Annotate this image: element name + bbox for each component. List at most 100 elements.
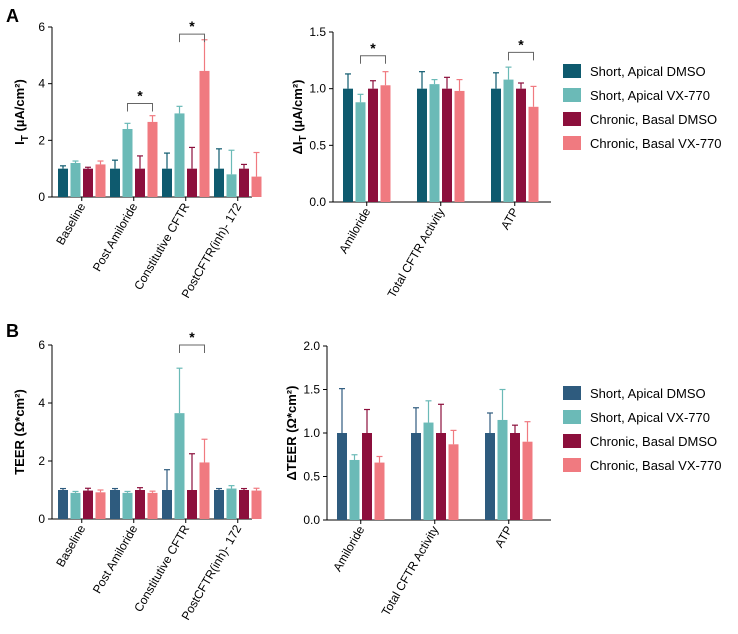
- y-tick-label: 6: [38, 20, 45, 34]
- bar: [70, 492, 81, 519]
- bar: [337, 433, 347, 520]
- bar: [70, 163, 81, 197]
- bar: [83, 490, 93, 519]
- bar: [251, 176, 262, 197]
- bar: [135, 168, 145, 197]
- legend-bottom: Short, Apical DMSO Short, Apical VX-770 Ch…: [563, 386, 722, 473]
- bar: [174, 413, 185, 519]
- category-label: Total CFTR Activity: [379, 524, 442, 619]
- bar: [485, 433, 495, 520]
- y-tick-label: 1.0: [303, 426, 320, 440]
- bar: [58, 168, 68, 197]
- bar: [239, 168, 249, 197]
- bar: [58, 490, 68, 519]
- bar: [199, 70, 210, 197]
- significance-star: *: [189, 18, 195, 34]
- bar: [436, 433, 446, 520]
- category-label: PostCFTR(inh)- 172: [179, 200, 245, 300]
- bar: [226, 488, 237, 519]
- bar: [442, 88, 452, 202]
- bar: [110, 168, 120, 197]
- bar: [122, 129, 133, 197]
- category-label: Constitutive CFTR: [131, 522, 192, 614]
- legend-swatch: [563, 112, 581, 126]
- bar: [510, 433, 520, 520]
- bar: [239, 490, 249, 519]
- bar: [187, 168, 197, 197]
- significance-bracket: [179, 33, 205, 43]
- bar: [528, 106, 539, 202]
- significance-star: *: [370, 40, 376, 56]
- bar: [362, 433, 372, 520]
- bar: [162, 168, 172, 197]
- y-tick-label: 0.5: [303, 470, 320, 484]
- bar: [343, 88, 353, 202]
- y-tick-label: 1.0: [309, 82, 326, 96]
- y-tick-label: 2.0: [303, 339, 320, 353]
- legend-swatch: [563, 458, 581, 472]
- y-axis-label: ΔIT (µA/cm²): [290, 80, 309, 155]
- bar: [448, 444, 459, 520]
- category-label: ATP: [492, 524, 515, 550]
- category-label: Amiloride: [330, 523, 367, 574]
- bar: [162, 490, 172, 519]
- significance-star: *: [189, 329, 195, 345]
- bar: [522, 441, 533, 520]
- category-label: Total CFTR Activity: [385, 206, 448, 301]
- chart-delta-teer: 0.0 0.5 1.0 1.5 2.0 ΔTEER (Ω*cm²) Amiloride Tot…: [284, 339, 551, 618]
- panel-letter-b: B: [6, 321, 19, 341]
- y-tick-label: 2: [38, 133, 45, 147]
- legend-swatch: [563, 88, 581, 102]
- bar: [417, 88, 427, 202]
- legend-label: Chronic, Basal VX-770: [590, 136, 722, 151]
- y-axis-label: ΔTEER (Ω*cm²): [284, 386, 299, 481]
- chart-teer: 0 2 4 6 TEER (Ω*cm²) Baseline Post AmilorideCo…: [12, 329, 262, 622]
- bar: [110, 490, 120, 519]
- category-label: Constitutive CFTR: [131, 200, 192, 292]
- bar: [374, 462, 385, 520]
- bar: [411, 433, 421, 520]
- chart-delta-it: 0.0 0.5 1.0 1.5 ΔIT (µA/cm²) Amiloride Total C…: [290, 25, 551, 300]
- y-tick-label: 1.5: [309, 25, 326, 39]
- legend-label: Chronic, Basal DMSO: [590, 434, 717, 449]
- y-tick-label: 4: [38, 396, 45, 410]
- significance-star: *: [137, 88, 143, 104]
- category-label: PostCFTR(inh)- 172: [179, 522, 245, 622]
- bar: [368, 88, 378, 202]
- bar: [503, 79, 514, 202]
- bar: [429, 84, 440, 202]
- legend-label: Short, Apical DMSO: [590, 64, 706, 79]
- bar: [491, 88, 501, 202]
- bar: [95, 164, 106, 197]
- bar: [349, 459, 360, 520]
- legend-swatch: [563, 386, 581, 400]
- category-label: Post Amiloride: [90, 200, 141, 274]
- y-tick-label: 6: [38, 338, 45, 352]
- bar: [251, 490, 262, 519]
- bar: [516, 88, 526, 202]
- legend-label: Chronic, Basal VX-770: [590, 458, 722, 473]
- bar: [83, 168, 93, 197]
- y-tick-label: 0: [38, 190, 45, 204]
- bar: [380, 85, 391, 202]
- bar: [147, 492, 158, 519]
- y-tick-label: 4: [38, 77, 45, 91]
- legend-top: Short, Apical DMSO Short, Apical VX-770 Ch…: [563, 64, 722, 151]
- category-label: Amiloride: [336, 205, 373, 256]
- category-label: Post Amiloride: [90, 522, 141, 596]
- significance-bracket: [360, 55, 386, 64]
- bar: [122, 492, 133, 519]
- bar: [135, 490, 145, 519]
- bar: [199, 462, 210, 519]
- panel-letter-a: A: [6, 6, 19, 26]
- category-label: Baseline: [53, 200, 88, 247]
- bar: [187, 490, 197, 519]
- significance-bracket: [179, 344, 205, 353]
- category-label: ATP: [498, 206, 521, 232]
- legend-swatch: [563, 434, 581, 448]
- bar: [454, 90, 465, 202]
- chart-it: 0 2 4 6 IT (µA/cm²) Baseline Post AmilorideCon…: [12, 18, 262, 300]
- y-tick-label: 0.5: [309, 138, 326, 152]
- y-tick-label: 0: [38, 512, 45, 526]
